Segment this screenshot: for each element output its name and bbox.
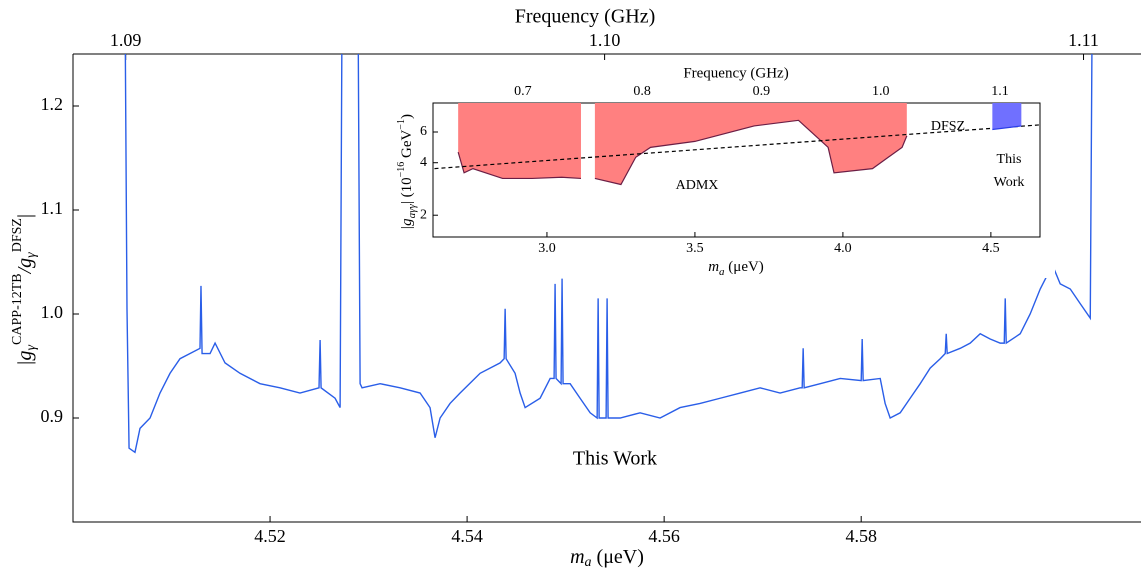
- x-tick-label: 3.0: [538, 241, 556, 256]
- y-label: |gaγγ| (10−16 GeV−1): [396, 114, 417, 230]
- annotation: Work: [994, 175, 1025, 190]
- y-label-part: /g: [14, 258, 36, 275]
- x2-tick-label: 0.7: [514, 84, 532, 99]
- x-tick-label: 4.56: [648, 526, 680, 546]
- x2-tick-label: 0.8: [633, 84, 651, 99]
- x-label-part: m: [570, 546, 584, 568]
- annotation: DFSZ: [931, 119, 965, 134]
- y-tick-label: 1.1: [41, 198, 64, 218]
- y-tick-label: 1.0: [41, 302, 64, 322]
- data-line: [992, 125, 1022, 131]
- y-tick-label: 4: [420, 155, 427, 170]
- x-tick-label: 4.54: [451, 526, 483, 546]
- y-label-part: γ: [24, 344, 39, 350]
- x-label-part: (μeV): [725, 259, 764, 275]
- x-label: ma (μeV): [708, 259, 764, 277]
- x2-tick-label: 1.1: [991, 84, 1009, 99]
- x2-tick-label: 1.0: [872, 84, 890, 99]
- x-label-part: a: [719, 266, 725, 278]
- x-tick-label: 4.5: [982, 241, 1000, 256]
- y-label-part: DFSZ: [10, 218, 25, 252]
- y-label-part: | (10: [399, 177, 415, 204]
- y-label-part: γ: [24, 252, 39, 258]
- annotation: ADMX: [676, 178, 719, 193]
- x-tick-label: 4.58: [845, 526, 877, 546]
- y-label: |gγCAPP-12TB/gγDFSZ|: [10, 214, 39, 366]
- x2-label: Frequency (GHz): [683, 65, 788, 81]
- x-tick-label: 3.5: [686, 241, 704, 256]
- annotation: This: [997, 152, 1022, 167]
- y-tick-label: 6: [420, 124, 427, 139]
- x2-tick-label: 1.09: [110, 30, 142, 50]
- y-tick-label: 2: [420, 207, 427, 222]
- y-label-part: aγγ: [406, 203, 418, 218]
- x2-tick-label: 1.11: [1068, 30, 1099, 50]
- exclusion-area: [458, 103, 907, 185]
- data-line: [124, 54, 1093, 454]
- x-label-part: (μeV): [592, 546, 644, 568]
- y-label-part: −1: [396, 119, 407, 130]
- main-chart: Frequency (GHz) ma (μeV) |gγCAPP-12TB/gγ…: [10, 6, 1141, 570]
- x2-tick-label: 0.9: [753, 84, 771, 99]
- data-line: [434, 124, 1040, 170]
- y-tick-label: 0.9: [41, 406, 64, 426]
- x-label: ma (μeV): [570, 546, 644, 570]
- x-label-part: a: [585, 555, 592, 570]
- y-label-part: ): [399, 114, 415, 119]
- x-tick-label: 4.52: [254, 526, 286, 546]
- annotation: This Work: [573, 448, 657, 470]
- y-label-part: |g: [14, 350, 36, 366]
- exclusion-area: [992, 103, 1022, 130]
- data-line: [457, 119, 908, 186]
- x2-tick-label: 1.10: [589, 30, 621, 50]
- x-label-part: m: [708, 259, 719, 275]
- x2-label: Frequency (GHz): [515, 6, 656, 28]
- y-tick-label: 1.2: [41, 94, 64, 114]
- inset-chart: Frequency (GHz) ma (μeV) |gaγγ| (10−16 G…: [395, 60, 1055, 278]
- y-label-part: |: [14, 214, 36, 218]
- y-label-part: CAPP-12TB: [10, 273, 25, 345]
- y-label-part: GeV: [399, 130, 415, 162]
- x-tick-label: 4.0: [834, 241, 852, 256]
- y-label-part: −16: [396, 162, 407, 178]
- y-label-part: |g: [399, 218, 415, 230]
